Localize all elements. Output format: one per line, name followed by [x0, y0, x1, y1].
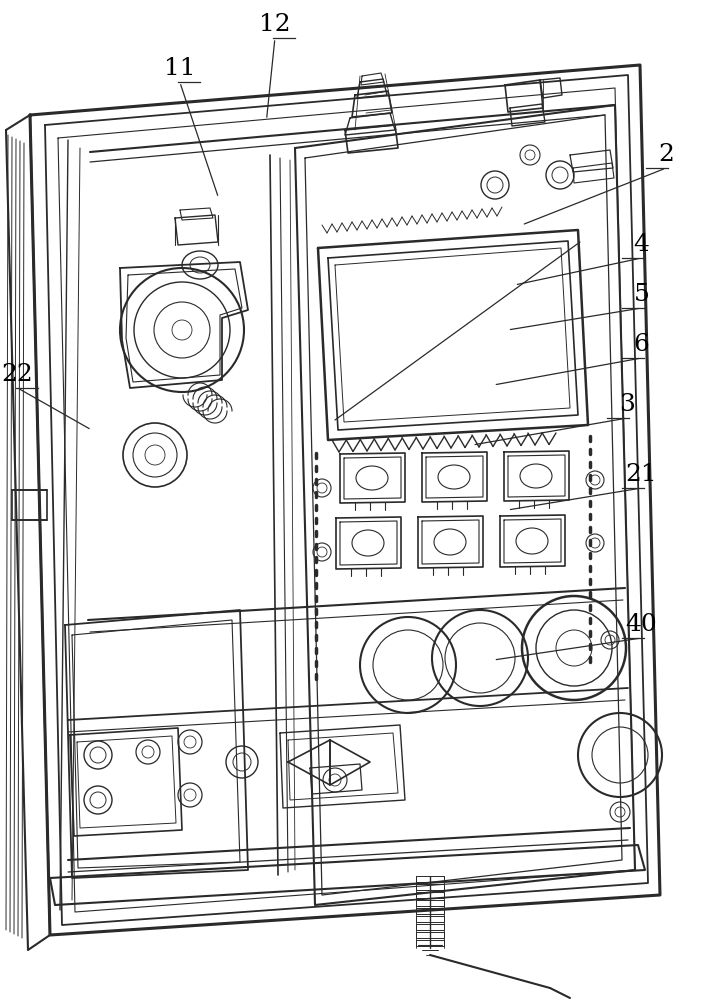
- Bar: [416, 908, 444, 914]
- Text: 3: 3: [620, 393, 635, 416]
- Text: 2: 2: [658, 143, 674, 166]
- Bar: [416, 892, 444, 898]
- Bar: [12, 490, 47, 520]
- Bar: [416, 900, 444, 906]
- Text: 21: 21: [626, 463, 657, 486]
- Text: 40: 40: [625, 613, 658, 636]
- Bar: [416, 884, 444, 890]
- Text: 22: 22: [1, 363, 34, 386]
- Bar: [416, 916, 444, 922]
- Text: 4: 4: [634, 233, 649, 256]
- Bar: [416, 940, 444, 946]
- Text: 12: 12: [259, 13, 290, 36]
- Bar: [416, 924, 444, 930]
- Bar: [416, 876, 444, 882]
- Text: 11: 11: [164, 57, 195, 80]
- Bar: [416, 932, 444, 938]
- Text: 6: 6: [634, 333, 649, 356]
- Text: 5: 5: [634, 283, 649, 306]
